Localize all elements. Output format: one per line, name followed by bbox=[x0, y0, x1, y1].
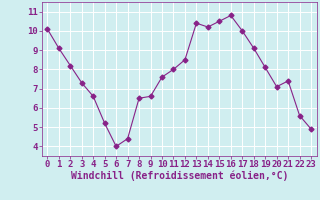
X-axis label: Windchill (Refroidissement éolien,°C): Windchill (Refroidissement éolien,°C) bbox=[70, 171, 288, 181]
